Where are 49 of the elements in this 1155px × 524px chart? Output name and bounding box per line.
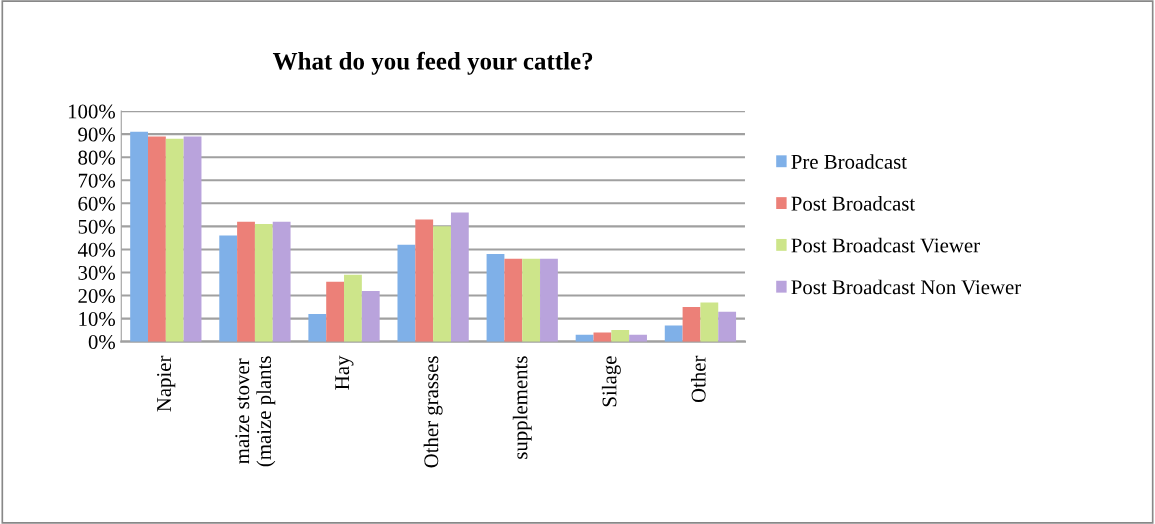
y-tick-label: 100%: [68, 104, 116, 119]
legend-label: Post Broadcast Viewer: [791, 237, 980, 253]
bar: [272, 221, 291, 342]
bar: [344, 274, 362, 342]
bar: [148, 136, 166, 342]
bar: [130, 131, 149, 342]
x-tick-label: maize stover (maize plants: [235, 356, 276, 467]
bar: [183, 136, 202, 342]
y-tick-label: 90%: [78, 127, 116, 142]
legend-label: Pre Broadcast: [791, 154, 907, 169]
bar: [664, 325, 683, 342]
bar: [254, 224, 273, 342]
bar: [397, 244, 416, 342]
bar: [611, 330, 630, 342]
bar: [433, 226, 451, 342]
bar: [326, 281, 345, 342]
y-tick-label: 40%: [77, 242, 116, 257]
x-tick-label: supplements: [512, 356, 532, 459]
y-tick-label: 30%: [78, 265, 116, 280]
bar: [165, 138, 184, 342]
bar: [361, 290, 380, 342]
bar: [682, 307, 701, 342]
bar: [718, 311, 737, 342]
bar: [219, 235, 238, 342]
y-tick-label: 0%: [88, 335, 116, 350]
bar: [415, 219, 434, 342]
bar: [593, 332, 612, 342]
x-tick-label: Hay: [335, 355, 354, 390]
bar: [308, 313, 327, 342]
bar: [522, 258, 541, 342]
y-tick-label: 70%: [78, 173, 116, 188]
y-tick-label: 50%: [78, 219, 116, 234]
x-tick-label: Napier: [157, 355, 176, 412]
x-tick-label: Other grasses: [423, 356, 443, 468]
y-tick-label: 20%: [78, 288, 116, 304]
x-tick-label: Other: [690, 355, 706, 403]
y-tick-label: 80%: [78, 150, 116, 165]
y-tick-label: 10%: [79, 311, 116, 327]
bar: [237, 221, 255, 342]
legend-label: Post Broadcast: [791, 196, 916, 211]
bar: [540, 258, 558, 342]
y-tick-label: 60%: [78, 196, 116, 211]
bar: [504, 258, 523, 342]
chart-title: What do you feed your cattle?: [272, 51, 593, 75]
bar: [486, 254, 505, 342]
bar: [450, 212, 469, 342]
x-tick-label: Silage: [601, 356, 621, 407]
bar: [700, 302, 719, 342]
legend-label: Post Broadcast Non Viewer: [791, 279, 1021, 295]
